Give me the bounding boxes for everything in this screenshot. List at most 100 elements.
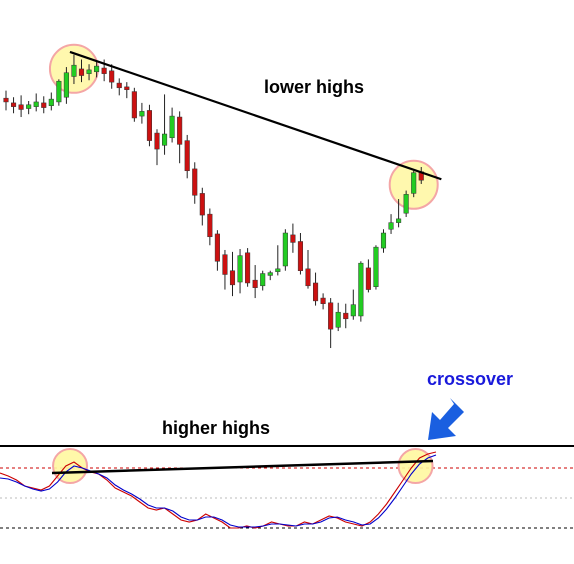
candle-body [3, 97, 9, 103]
candle-body [124, 86, 130, 90]
candle [71, 54, 77, 85]
candle-body [350, 304, 356, 317]
candle-body [169, 115, 175, 139]
candle-body [109, 70, 115, 83]
candle [116, 78, 122, 96]
candle-body [162, 133, 168, 146]
candle [56, 79, 62, 106]
candle-body [41, 102, 47, 108]
higher-highs-label: higher highs [162, 418, 270, 438]
candle [18, 95, 24, 118]
candle-body [78, 68, 85, 76]
lower-highs-label: lower highs [264, 77, 364, 97]
candle-body [260, 273, 266, 287]
candle [305, 249, 311, 289]
candle [78, 59, 85, 83]
candle [411, 170, 417, 198]
crossover-arrow-icon [428, 398, 464, 440]
candle-body [56, 80, 62, 103]
candle [358, 261, 364, 322]
candle [192, 162, 198, 204]
candle-body [214, 233, 220, 262]
candle [245, 248, 251, 287]
candle [290, 223, 296, 253]
candle-body [146, 110, 152, 141]
lower-highs-trendline [69, 50, 442, 181]
candle [222, 249, 228, 290]
candle [267, 270, 273, 281]
candle-body [101, 67, 107, 74]
candle [177, 111, 183, 164]
candle-body [388, 222, 394, 230]
candle-body [396, 218, 402, 223]
candle [365, 259, 371, 293]
candle-body [343, 312, 349, 320]
candle-body [380, 232, 387, 249]
candle-body [71, 64, 77, 77]
candle-body [26, 104, 32, 109]
candle [154, 129, 160, 166]
candle [207, 208, 213, 246]
candle-body [267, 272, 273, 276]
candle-body [328, 302, 334, 330]
candle-body [252, 279, 258, 288]
candle-body [199, 193, 205, 216]
price-panel [3, 43, 442, 349]
candle [373, 245, 379, 290]
candle-body [177, 116, 183, 145]
candle-body [305, 268, 311, 287]
candle [237, 249, 243, 294]
candle [146, 104, 152, 147]
candle-body [154, 132, 160, 150]
oscillator-panel [0, 445, 574, 529]
candle-body [131, 91, 137, 119]
candle-body [33, 101, 39, 107]
candle [328, 298, 334, 349]
candle-body [365, 267, 371, 290]
candle [350, 289, 356, 320]
candle [282, 229, 288, 271]
candle-body [373, 246, 379, 287]
candle [26, 101, 32, 115]
candle [297, 233, 303, 275]
candle [343, 303, 349, 329]
candle [214, 230, 220, 271]
candle [388, 214, 394, 234]
candle [313, 272, 319, 306]
candle-body [192, 168, 198, 196]
candle [94, 61, 100, 78]
candle-body [335, 311, 341, 328]
candle-body [222, 254, 228, 275]
candle [48, 92, 54, 111]
candle [11, 97, 17, 114]
candle-body [229, 270, 236, 286]
candle-body [313, 282, 319, 302]
candle-body [86, 69, 92, 74]
candle-body [18, 104, 24, 110]
candle [131, 87, 137, 122]
candle [184, 134, 190, 179]
candle [63, 67, 69, 104]
candle [109, 64, 115, 89]
candle-body [297, 241, 303, 271]
candle [252, 265, 258, 299]
candle [169, 107, 175, 143]
candle-body [11, 102, 17, 107]
candle-body [403, 194, 409, 214]
candle [199, 187, 205, 226]
candle-body [139, 111, 145, 117]
candle-body [116, 82, 122, 89]
candle [380, 229, 387, 253]
candle-body [184, 140, 190, 172]
candle [320, 293, 326, 310]
candle-body [275, 268, 281, 272]
candle-body [411, 172, 417, 194]
higher-highs-trendline [51, 459, 434, 475]
candle [162, 94, 168, 155]
stochastic-line-blue [0, 454, 437, 528]
candle-body [63, 72, 69, 98]
candle [33, 93, 39, 112]
candle-body [290, 234, 296, 243]
crossover-label: crossover [427, 369, 513, 389]
